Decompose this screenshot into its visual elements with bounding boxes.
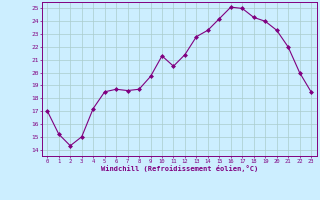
X-axis label: Windchill (Refroidissement éolien,°C): Windchill (Refroidissement éolien,°C) xyxy=(100,165,258,172)
